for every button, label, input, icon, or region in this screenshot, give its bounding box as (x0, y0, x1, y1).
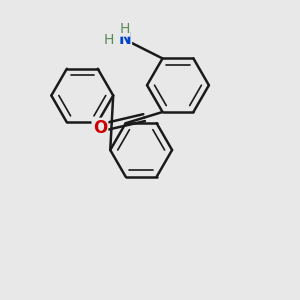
Text: O: O (93, 119, 107, 137)
Text: N: N (118, 32, 131, 47)
Text: H: H (103, 33, 114, 46)
Text: H: H (120, 22, 130, 36)
